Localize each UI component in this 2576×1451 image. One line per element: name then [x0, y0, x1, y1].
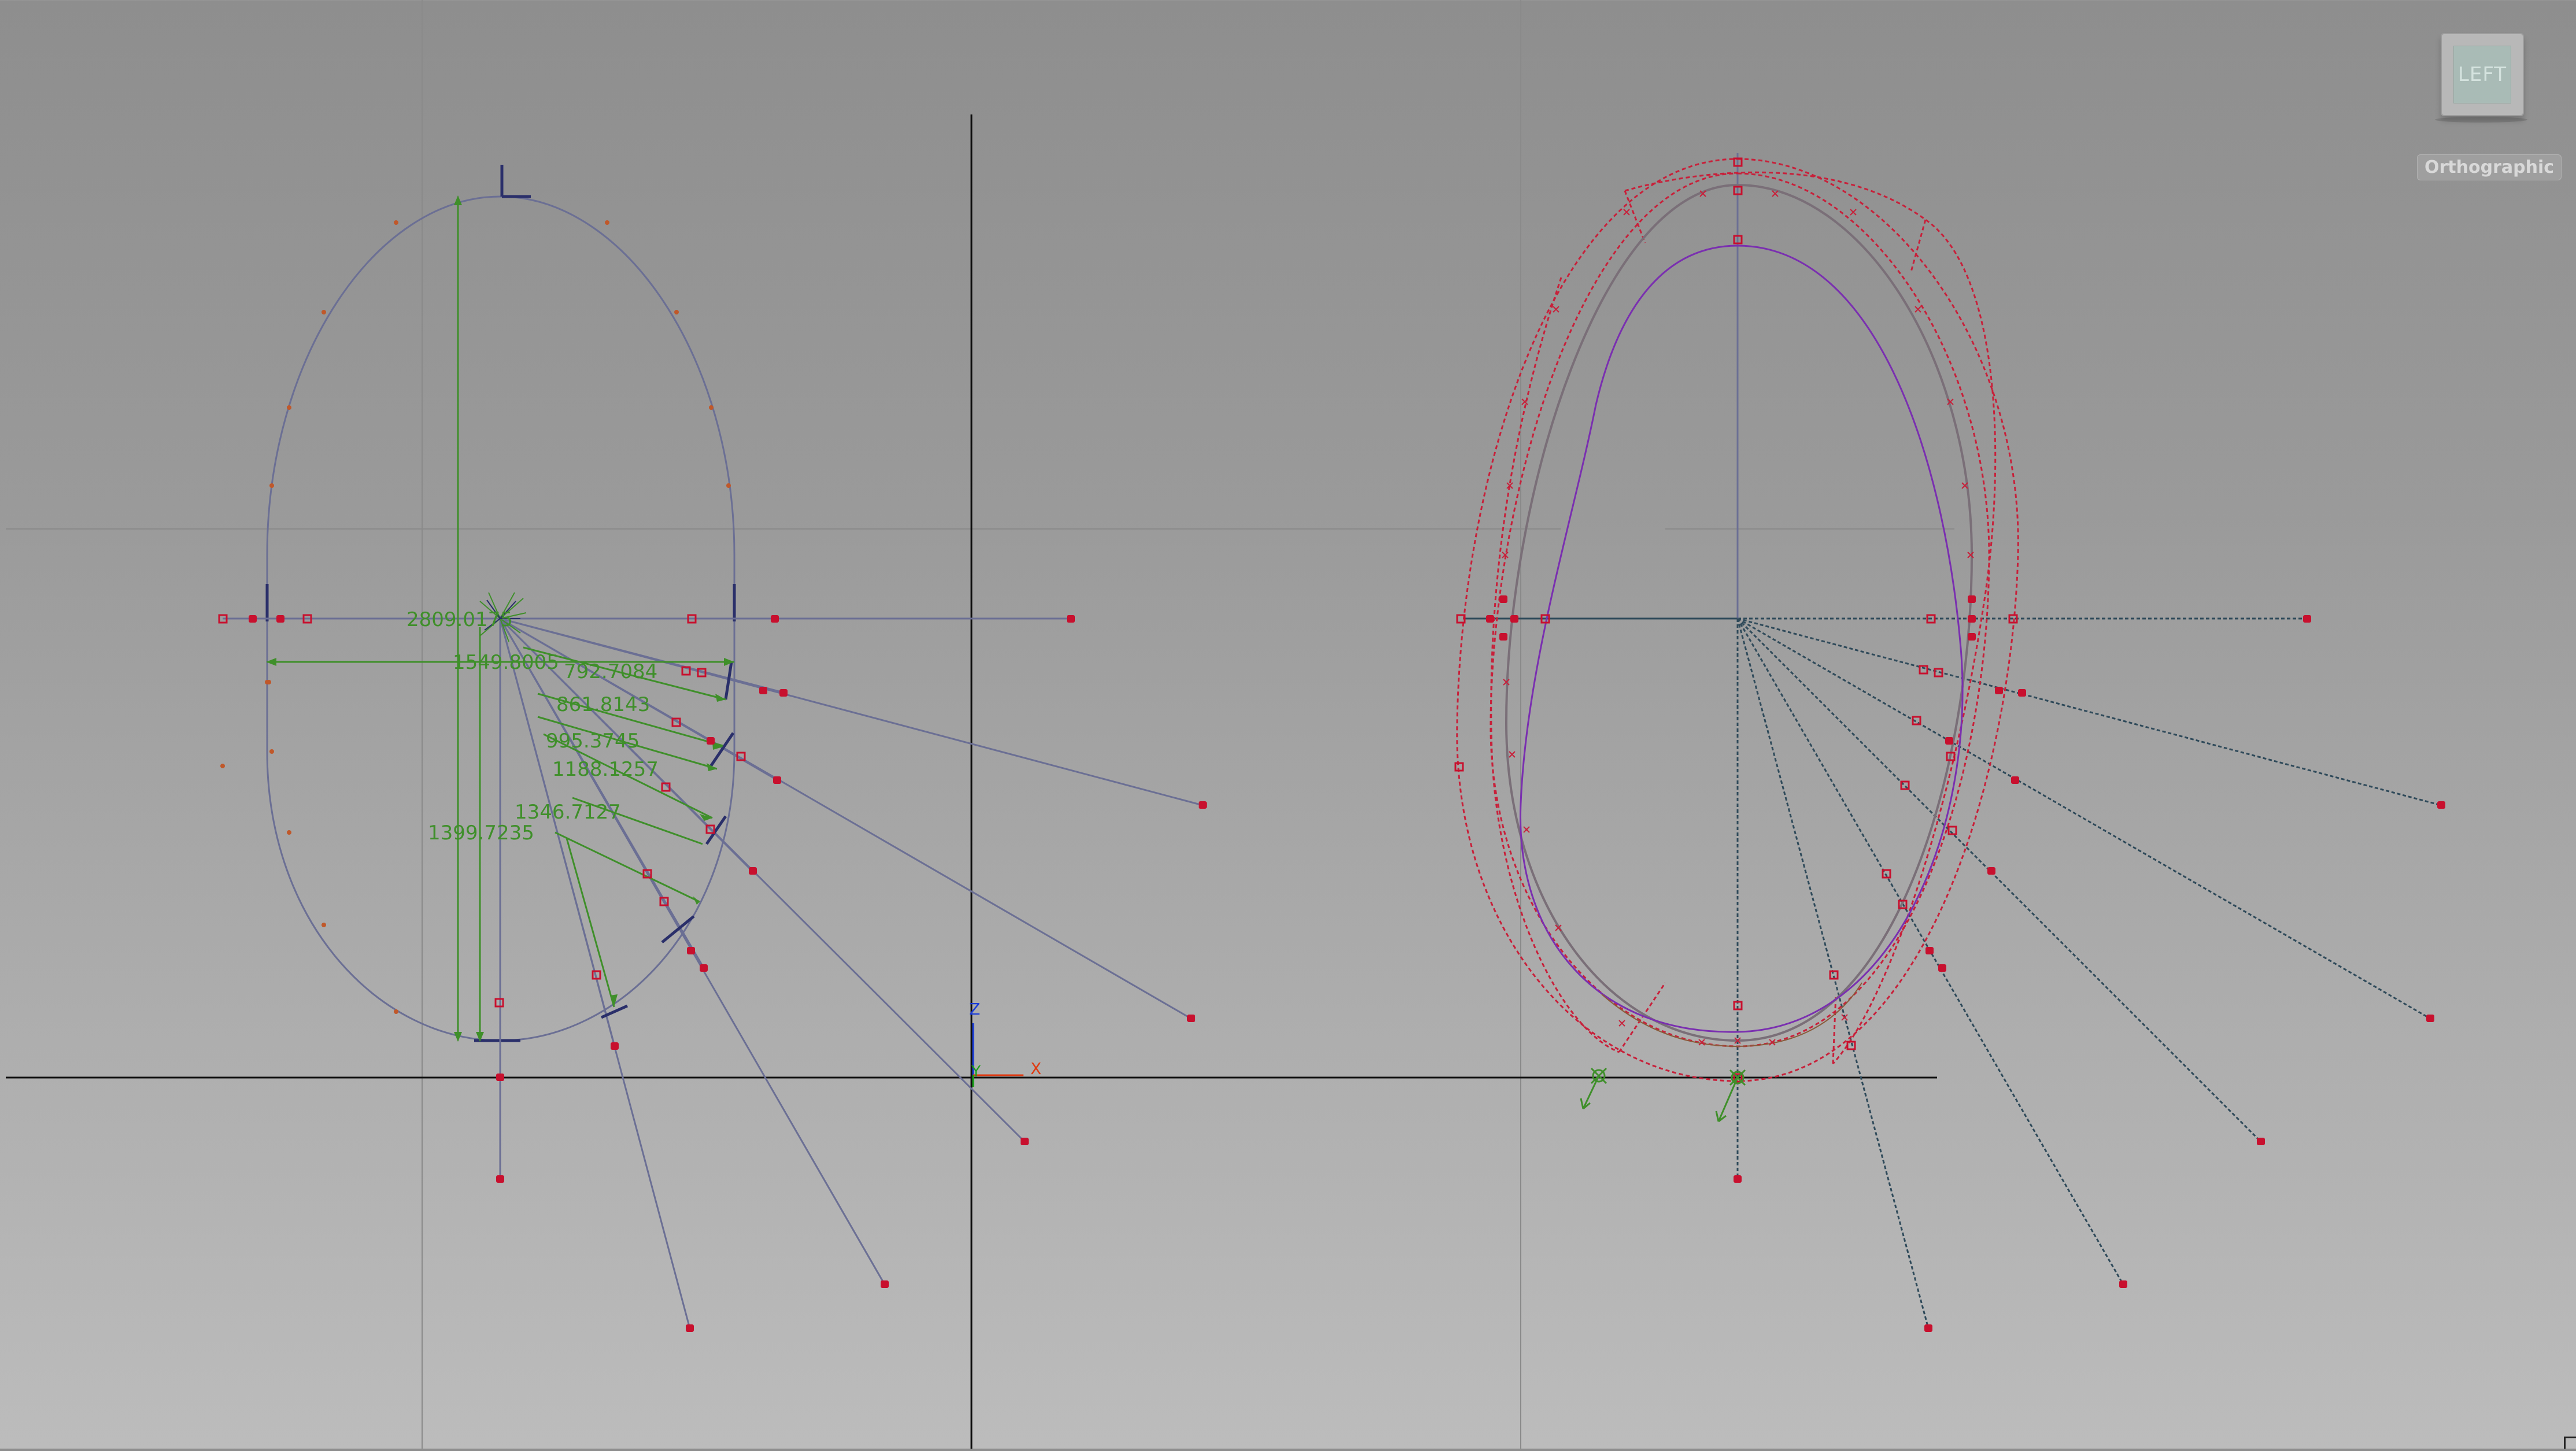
handle-dots-right[interactable]	[1486, 595, 2445, 1332]
nurbs-grey-curve[interactable]	[1505, 183, 1973, 1042]
axis-z-label: Z	[969, 1000, 980, 1019]
centre-fan	[484, 599, 520, 631]
rim-line	[1601, 982, 1862, 1047]
handle-squares-right[interactable]	[1454, 157, 2018, 1083]
handle-squares-left[interactable]	[218, 614, 746, 1008]
dim-2809[interactable]: 2809.0175	[406, 608, 513, 631]
ray-cross-ticks	[600, 661, 735, 1019]
projection-label[interactable]: Orthographic	[2417, 154, 2562, 180]
knot-x-marks	[1502, 190, 1974, 1046]
resize-corner-icon[interactable]	[2564, 1437, 2576, 1449]
dim-861[interactable]: 861.8143	[556, 693, 650, 716]
viewcube-face-left[interactable]: LEFT	[2453, 46, 2511, 103]
axis-triad: Z Y X	[969, 1000, 1041, 1087]
viewcube-shadow	[2435, 117, 2527, 123]
dim-792[interactable]: 792.7084	[564, 660, 657, 683]
pivot-gizmos[interactable]	[1580, 1067, 1746, 1123]
dim-1399[interactable]: 1399.7235	[428, 821, 534, 845]
dimension-lines	[267, 197, 734, 1041]
dim-1549[interactable]: 1549.8005	[453, 651, 559, 674]
viewcube[interactable]: LEFT	[2441, 33, 2524, 116]
dim-995[interactable]: 995.3745	[546, 730, 640, 753]
oval-control-points[interactable]	[220, 220, 731, 1014]
dimension-arrows	[266, 195, 734, 1042]
axis-y-label: Y	[971, 1063, 981, 1080]
dim-1188[interactable]: 1188.1257	[552, 758, 659, 781]
world-axes	[6, 114, 1937, 1449]
nurbs-purple-curve[interactable]	[1520, 245, 1964, 1033]
left-profile[interactable]: 2809.0175 1549.8005 792.7084 861.8143 99…	[218, 165, 1207, 1332]
dotted-rays[interactable]	[1736, 617, 2442, 1329]
dim-1346[interactable]: 1346.7127	[515, 801, 621, 824]
grid-lines	[6, 0, 1954, 1449]
right-nurbs-shape[interactable]	[1454, 153, 2445, 1332]
profile-ticks	[265, 165, 736, 1042]
handle-dots-left[interactable]	[249, 615, 1207, 1332]
axis-x-label: X	[1030, 1059, 1041, 1078]
